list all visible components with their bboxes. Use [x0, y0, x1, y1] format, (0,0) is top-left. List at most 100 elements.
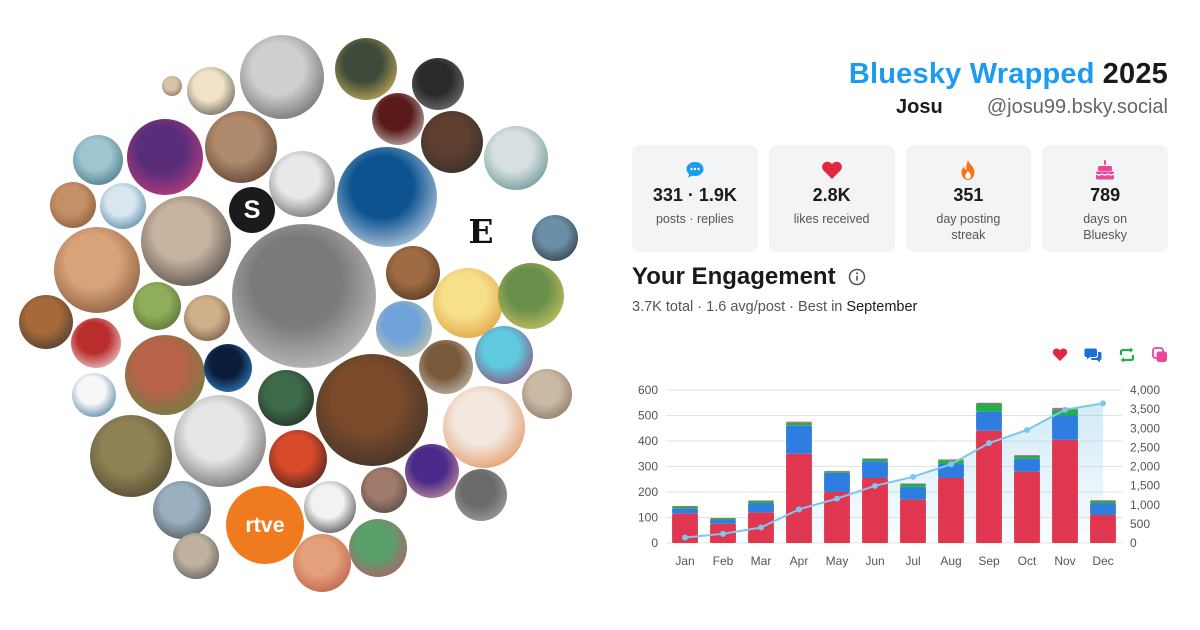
avatar[interactable]	[73, 135, 123, 185]
avatar[interactable]	[386, 246, 440, 300]
avatar[interactable]	[498, 263, 564, 329]
avatar[interactable]	[293, 534, 351, 592]
bar-segment[interactable]	[862, 458, 888, 462]
bar-segment[interactable]	[824, 492, 850, 543]
bar-segment[interactable]	[672, 508, 698, 514]
cumulative-point[interactable]	[986, 440, 992, 447]
avatar[interactable]	[419, 340, 473, 394]
bar-segment[interactable]	[1090, 500, 1116, 504]
avatar[interactable]	[162, 76, 182, 96]
bar-segment[interactable]	[938, 477, 964, 543]
bar-segment[interactable]	[1014, 455, 1040, 459]
cumulative-point[interactable]	[720, 530, 726, 537]
bar-segment[interactable]	[1052, 415, 1078, 440]
bar-segment[interactable]	[1014, 458, 1040, 472]
bar-segment[interactable]	[976, 411, 1002, 431]
bar-segment[interactable]	[976, 402, 1002, 404]
avatar[interactable]	[443, 386, 525, 468]
avatar[interactable]	[455, 469, 507, 521]
cumulative-point[interactable]	[872, 482, 878, 489]
quotes-legend-icon[interactable]	[1152, 347, 1168, 363]
avatar[interactable]	[127, 119, 203, 195]
avatar[interactable]	[72, 373, 116, 417]
avatar[interactable]	[54, 227, 140, 313]
info-icon[interactable]	[848, 268, 866, 286]
avatar[interactable]	[153, 481, 211, 539]
bar-segment[interactable]	[862, 461, 888, 478]
avatar[interactable]	[204, 344, 252, 392]
avatar[interactable]	[90, 415, 172, 497]
cumulative-point[interactable]	[910, 473, 916, 480]
avatar[interactable]	[433, 268, 503, 338]
bar-segment[interactable]	[862, 458, 888, 459]
bar-segment[interactable]	[786, 421, 812, 423]
avatar[interactable]	[484, 126, 548, 190]
bar-segment[interactable]	[900, 486, 926, 500]
avatar[interactable]	[19, 295, 73, 349]
avatar[interactable]	[141, 196, 231, 286]
bar-segment[interactable]	[1090, 500, 1116, 501]
avatar[interactable]	[316, 354, 428, 466]
avatar[interactable]	[240, 35, 324, 119]
avatar[interactable]	[337, 147, 437, 247]
bar-segment[interactable]	[672, 513, 698, 543]
cumulative-point[interactable]	[682, 534, 688, 541]
bar-segment[interactable]	[938, 463, 964, 478]
avatar[interactable]	[100, 183, 146, 229]
bar-segment[interactable]	[672, 506, 698, 509]
bar-segment[interactable]	[862, 477, 888, 543]
bar-segment[interactable]	[900, 483, 926, 484]
reposts-legend-icon[interactable]	[1118, 347, 1136, 363]
bar-segment[interactable]	[786, 425, 812, 454]
avatar[interactable]	[372, 93, 424, 145]
bar-segment[interactable]	[710, 518, 736, 519]
bar-segment[interactable]	[672, 506, 698, 507]
bar-segment[interactable]	[824, 471, 850, 473]
avatar[interactable]	[184, 295, 230, 341]
avatar[interactable]	[125, 335, 205, 415]
avatar[interactable]	[205, 111, 277, 183]
avatar[interactable]	[405, 444, 459, 498]
cumulative-point[interactable]	[1024, 426, 1030, 433]
bar-segment[interactable]	[824, 472, 850, 492]
bar-segment[interactable]	[1090, 514, 1116, 543]
bar-segment[interactable]	[900, 499, 926, 543]
bar-segment[interactable]	[710, 518, 736, 521]
bar-segment[interactable]	[824, 470, 850, 472]
bar-segment[interactable]	[710, 520, 736, 524]
cumulative-point[interactable]	[796, 506, 802, 513]
cumulative-point[interactable]	[1062, 406, 1068, 413]
avatar[interactable]	[532, 215, 578, 261]
avatar[interactable]: rtve	[226, 486, 304, 564]
cumulative-point[interactable]	[758, 524, 764, 531]
avatar[interactable]: E	[451, 201, 511, 261]
bar-segment[interactable]	[1052, 439, 1078, 543]
avatar[interactable]	[50, 182, 96, 228]
avatar[interactable]	[71, 318, 121, 368]
bar-segment[interactable]	[748, 500, 774, 504]
bar-segment[interactable]	[976, 403, 1002, 412]
cumulative-point[interactable]	[948, 461, 954, 468]
bar-segment[interactable]	[1014, 471, 1040, 543]
bar-segment[interactable]	[748, 500, 774, 501]
avatar[interactable]	[349, 519, 407, 577]
bar-segment[interactable]	[748, 503, 774, 513]
avatar[interactable]	[522, 369, 572, 419]
bar-segment[interactable]	[900, 483, 926, 487]
avatar[interactable]	[475, 326, 533, 384]
bar-segment[interactable]	[786, 453, 812, 543]
cumulative-point[interactable]	[1100, 400, 1106, 407]
avatar[interactable]	[269, 430, 327, 488]
bar-segment[interactable]	[786, 422, 812, 426]
avatar[interactable]	[187, 67, 235, 115]
bar-segment[interactable]	[976, 430, 1002, 543]
avatar[interactable]	[376, 301, 432, 357]
bar-segment[interactable]	[1014, 455, 1040, 456]
avatar[interactable]	[174, 395, 266, 487]
avatar[interactable]	[335, 38, 397, 100]
avatar[interactable]	[232, 224, 376, 368]
avatar[interactable]	[258, 370, 314, 426]
avatar[interactable]	[421, 111, 483, 173]
bar-segment[interactable]	[1090, 503, 1116, 515]
likes-legend-icon[interactable]	[1052, 347, 1068, 363]
